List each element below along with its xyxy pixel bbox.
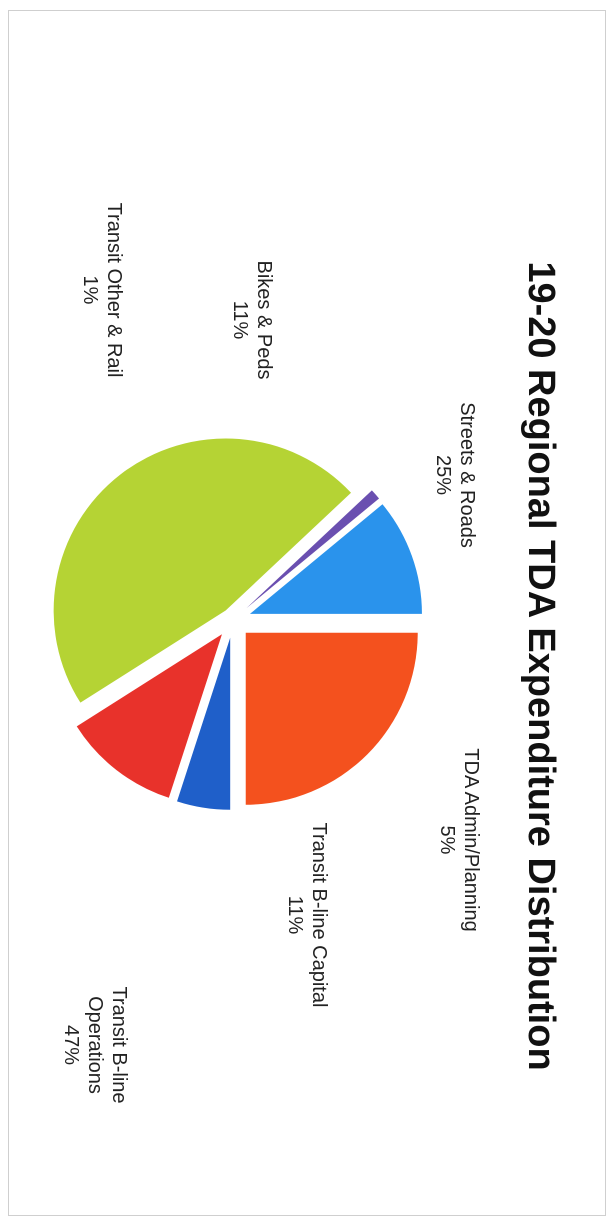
slice-name: Streets & Roads [456,402,478,548]
slice-value: 1% [79,276,101,305]
slice-value: 11% [229,301,251,340]
slice-name: Transit B-lineOperations [84,986,130,1103]
chart-title: 19-20 Regional TDA Expenditure Distribut… [520,261,562,1070]
slice-value: 47% [60,1025,82,1065]
slice-name: Transit Other & Rail [103,203,125,378]
slice-value: 5% [436,826,458,855]
pie-slice-streets-roads [245,632,418,805]
pie-slice-bikes-peds [249,504,422,614]
slice-value: 11% [284,896,306,935]
slice-name: Bikes & Peds [253,261,275,380]
page-frame [8,10,606,1216]
slice-value: 25% [432,455,454,495]
pie-slice-transit-b-line-operations [53,438,352,703]
slice-name: TDA Admin/Planning [460,748,482,931]
pie-slice-transit-other-rail [246,490,380,609]
slice-name: Transit B-line Capital [308,823,330,1008]
pie-slice-tda-admin-planning [177,637,231,810]
pie-slice-transit-b-line-capital [76,634,222,798]
